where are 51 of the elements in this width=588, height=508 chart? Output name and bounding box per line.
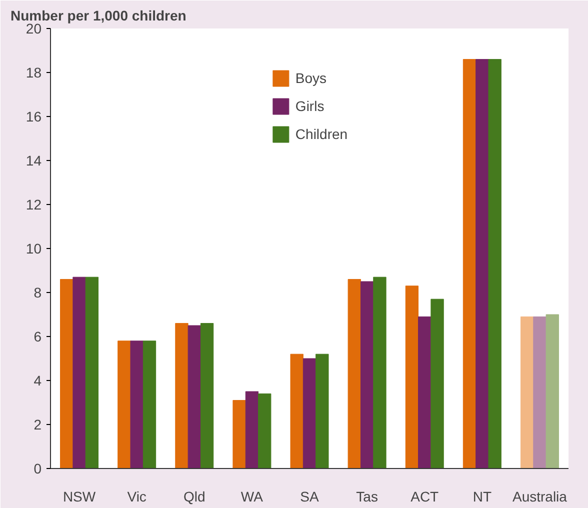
bar [85, 276, 99, 468]
legend-label: Children [295, 126, 348, 142]
bar [60, 279, 74, 468]
bar [130, 340, 144, 468]
bar [245, 391, 259, 468]
y-tick-label: 14 [26, 152, 42, 168]
y-tick-label: 18 [26, 64, 42, 80]
bar [546, 314, 559, 468]
y-axis-title: Number per 1,000 children [10, 8, 186, 24]
bar [118, 340, 131, 468]
x-tick-label: NSW [62, 488, 96, 504]
x-tick-label: NT [472, 488, 492, 504]
bar [316, 354, 329, 468]
bar [476, 59, 489, 468]
y-tick-label: 0 [34, 460, 42, 476]
bar [258, 393, 272, 468]
y-tick-label: 10 [26, 240, 42, 256]
bar [302, 358, 316, 468]
bar [290, 354, 304, 468]
y-tick-label: 2 [34, 416, 42, 432]
x-tick-label: WA [240, 488, 264, 504]
legend-label: Boys [295, 70, 327, 86]
x-tick-label: SA [300, 488, 320, 504]
legend-label: Girls [295, 98, 324, 114]
x-tick-label: Tas [356, 488, 378, 504]
x-tick-label: Australia [512, 488, 568, 504]
bar [72, 276, 86, 468]
y-tick-label: 6 [34, 328, 42, 344]
bar [488, 59, 502, 468]
bar [430, 298, 444, 468]
bar [462, 59, 476, 468]
bar [533, 316, 546, 468]
bar [175, 323, 188, 468]
y-tick-label: 8 [34, 284, 42, 300]
y-tick-label: 4 [34, 372, 42, 388]
bar [348, 279, 361, 468]
y-tick-label: 16 [26, 108, 42, 124]
bar [405, 286, 419, 468]
bar [188, 325, 201, 468]
bar [418, 316, 432, 468]
x-tick-label: ACT [410, 488, 440, 504]
bar [200, 323, 214, 468]
x-tick-label: Qld [183, 488, 206, 504]
bar [142, 340, 156, 468]
bar [232, 400, 246, 468]
bar [520, 316, 534, 468]
y-tick-label: 12 [26, 196, 42, 212]
bar [373, 276, 386, 468]
y-tick-label: 20 [26, 20, 42, 36]
x-tick-label: Vic [127, 488, 146, 504]
bar [360, 281, 374, 468]
